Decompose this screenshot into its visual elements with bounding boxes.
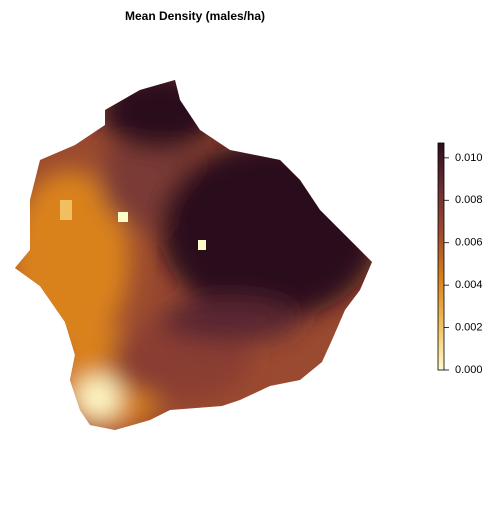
map-title: Mean Density (males/ha) (125, 9, 265, 23)
colorbar-tick-label: 0.002 (455, 321, 483, 333)
colorbar (437, 142, 445, 371)
colorbar-tick-label: 0.004 (455, 279, 483, 291)
colorbar-tick-label: 0.006 (455, 237, 483, 249)
colorbar-tick-label: 0.000 (455, 364, 483, 376)
density-raster (15, 80, 372, 430)
colorbar-tick-label: 0.010 (455, 152, 483, 164)
colorbar-tick-label: 0.008 (455, 194, 483, 206)
